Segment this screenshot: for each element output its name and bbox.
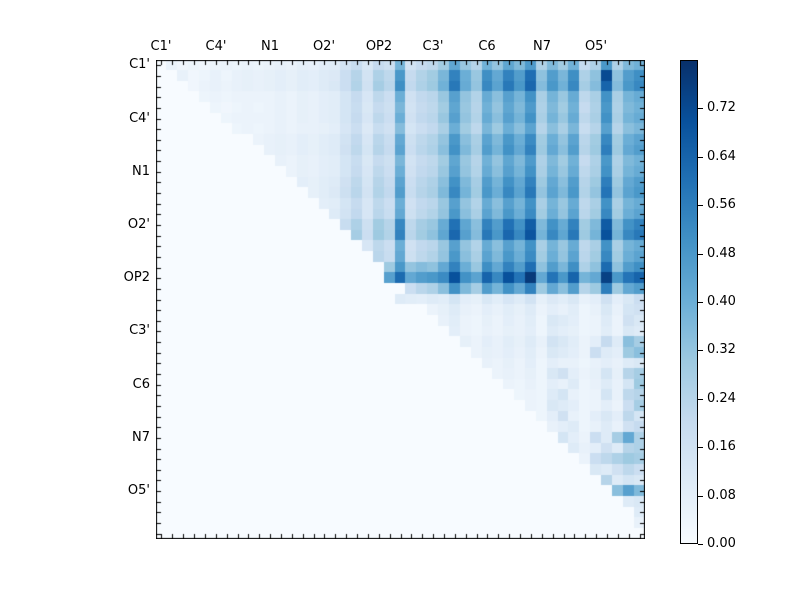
x-tick-label: O2' <box>312 39 336 54</box>
colorbar-tick-label: 0.40 <box>707 294 736 309</box>
x-tick-label: C3' <box>422 39 444 54</box>
colorbar-tick <box>698 108 703 109</box>
colorbar-tick <box>698 496 703 497</box>
heatmap-canvas <box>156 60 645 539</box>
colorbar-tick-label: 0.48 <box>707 246 736 261</box>
colorbar-tick-label: 0.00 <box>707 536 736 551</box>
colorbar-tick <box>698 205 703 206</box>
x-tick-label: O5' <box>584 39 608 54</box>
colorbar-tick-label: 0.56 <box>707 197 736 212</box>
colorbar-tick-label: 0.64 <box>707 149 736 164</box>
y-tick-label: O5' <box>127 483 150 498</box>
colorbar-tick-label: 0.24 <box>707 391 736 406</box>
colorbar-tick <box>698 399 703 400</box>
colorbar-tick <box>698 447 703 448</box>
colorbar-tick <box>698 254 703 255</box>
colorbar-tick-label: 0.16 <box>707 439 736 454</box>
colorbar <box>680 60 698 544</box>
x-tick-label: N7 <box>533 39 551 54</box>
y-tick-label: N7 <box>132 430 150 445</box>
y-tick-label: C1' <box>129 57 150 72</box>
colorbar-tick <box>698 350 703 351</box>
x-tick-label: OP2 <box>365 39 393 54</box>
y-tick-label: C6 <box>132 377 150 392</box>
colorbar-tick-label: 0.32 <box>707 342 736 357</box>
y-tick-label: O2' <box>127 217 150 232</box>
colorbar-tick <box>698 157 703 158</box>
y-tick-label: C4' <box>129 111 150 126</box>
colorbar-tick <box>698 544 703 545</box>
colorbar-tick-label: 0.72 <box>707 100 736 115</box>
x-tick-label: C4' <box>205 39 227 54</box>
y-tick-label: N1 <box>132 164 150 179</box>
colorbar-tick <box>698 302 703 303</box>
colorbar-tick-label: 0.08 <box>707 488 736 503</box>
x-tick-label: C1' <box>150 39 172 54</box>
x-tick-label: N1 <box>261 39 279 54</box>
y-tick-label: C3' <box>129 323 150 338</box>
x-tick-label: C6 <box>478 39 496 54</box>
y-tick-label: OP2 <box>123 270 150 285</box>
